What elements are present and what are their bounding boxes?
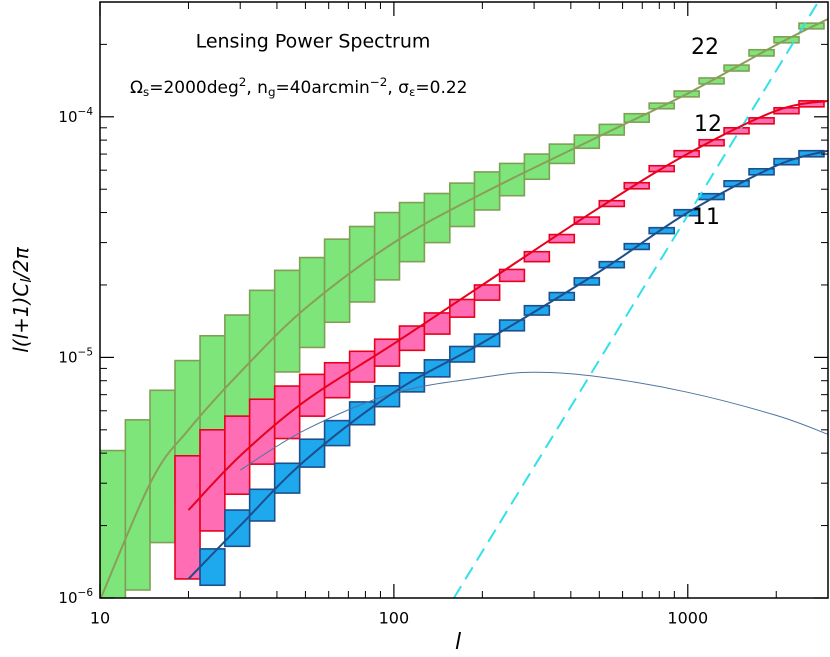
x-tick-label: 100 (379, 609, 410, 628)
tick-exponent: −6 (78, 587, 94, 599)
text-part: /2π (9, 246, 33, 280)
text-part: , σ (387, 78, 409, 98)
tick-base: 10 (58, 589, 77, 607)
tick-exponent: −4 (78, 106, 94, 118)
error-box (348, 350, 376, 383)
text-part: =40arcmin (276, 78, 370, 98)
error-box (248, 289, 276, 402)
error-box (298, 256, 326, 349)
text-part: l(l+1)C (9, 283, 33, 353)
model-line (187, 149, 829, 580)
text-part: Ω (130, 78, 143, 98)
supscript: 2 (239, 75, 247, 89)
error-box (149, 389, 176, 544)
x-tick-label: 1000 (667, 609, 708, 628)
error-box (124, 419, 151, 591)
text-part: =0.22 (415, 78, 467, 98)
error-box (548, 233, 576, 244)
error-box (498, 268, 526, 283)
error-box (224, 509, 251, 548)
error-box (323, 361, 351, 399)
error-box (698, 138, 725, 147)
error-box (224, 314, 251, 433)
error-box (748, 117, 775, 125)
tick-base: 10 (58, 348, 77, 366)
x-axis-label: l (455, 630, 461, 655)
text-part: =2000deg (149, 78, 239, 98)
tick-base: 10 (58, 107, 77, 125)
plot-frame (99, 1, 829, 599)
error-box (523, 153, 551, 181)
error-box (273, 269, 301, 373)
error-box (573, 277, 601, 286)
error-box (398, 201, 426, 263)
y-axis-label: l(l+1)Cl/2π (9, 246, 35, 353)
error-box (723, 179, 750, 188)
error-box (723, 64, 750, 72)
error-box (623, 181, 650, 190)
error-box (648, 226, 675, 235)
y-tick-label: 10−4 (58, 106, 93, 125)
subscript: g (268, 85, 276, 99)
error-box (473, 284, 501, 301)
error-box (523, 250, 551, 263)
y-tick-label: 10−6 (58, 587, 93, 606)
subscript: s (143, 85, 149, 99)
error-box (573, 216, 601, 225)
error-box (323, 238, 351, 324)
error-box (449, 298, 476, 318)
text-part: , n (246, 78, 268, 98)
series-label: 22 (691, 35, 719, 60)
series-label: 12 (694, 112, 722, 137)
model-line (100, 18, 829, 598)
error-box (273, 385, 301, 440)
error-box (174, 454, 201, 580)
subscript: l (19, 279, 35, 283)
curve (239, 371, 829, 471)
subscript: ε (409, 85, 415, 99)
chart-title: Lensing Power Spectrum (196, 31, 431, 53)
supscript: −2 (370, 75, 388, 89)
error-box (224, 415, 251, 496)
dashed-line (453, 2, 820, 598)
error-box (248, 398, 276, 465)
model-line (187, 99, 829, 511)
series-label: 11 (692, 205, 720, 230)
chart-subtitle: Ωs=2000deg2, ng=40arcmin−2, σε=0.22 (130, 75, 468, 99)
x-tick-label: 10 (90, 609, 110, 628)
y-tick-label: 10−5 (58, 346, 93, 365)
plot-area (100, 2, 829, 598)
tick-exponent: −5 (78, 346, 93, 358)
error-box (548, 291, 576, 301)
error-box (199, 429, 226, 532)
